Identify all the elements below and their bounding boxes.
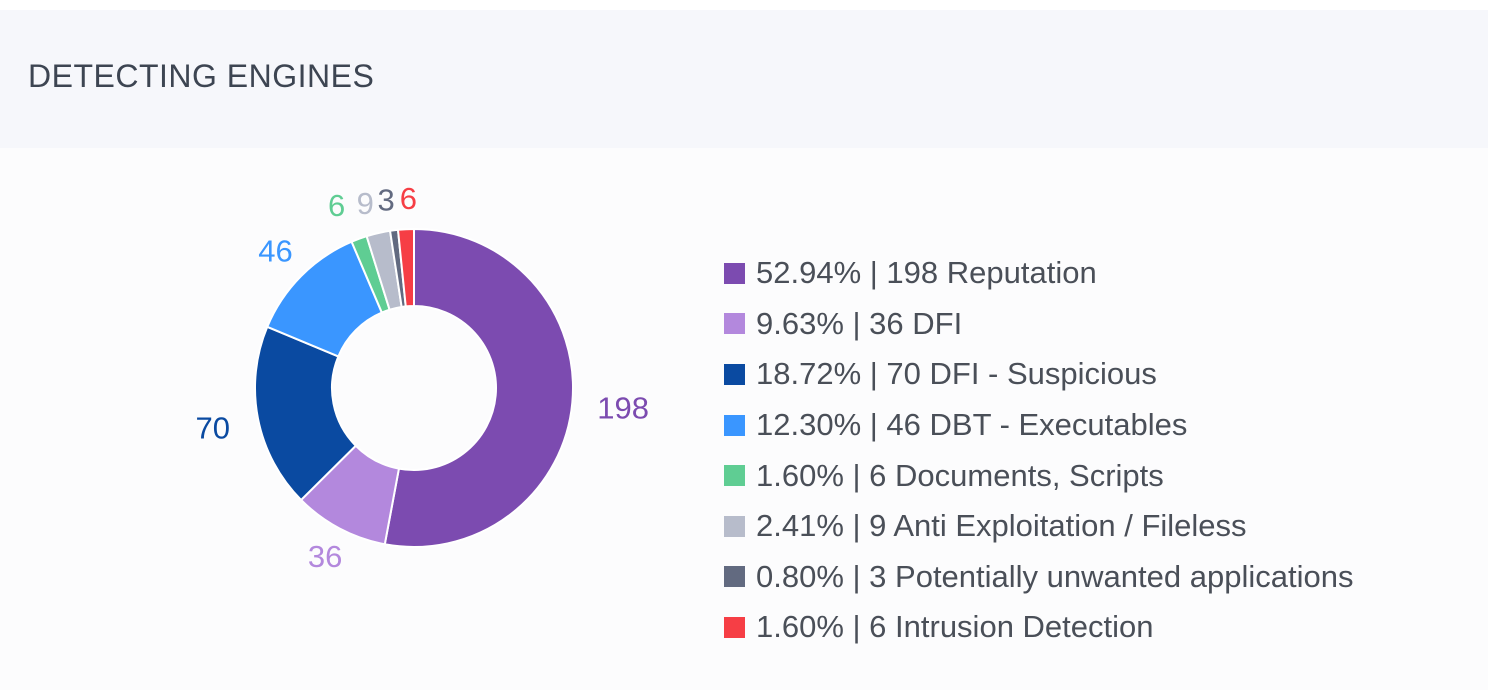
legend-swatch [724,616,745,638]
chart-legend: 52.94% | 198 Reputation 9.63% | 36 DFI 18.… [724,248,1464,653]
legend-item[interactable]: 52.94% | 198 Reputation [724,248,1464,299]
legend-swatch [724,313,745,335]
legend-item[interactable]: 2.41% | 9 Anti Exploitation / Fileless [724,501,1464,552]
slice-label-4: 46 [258,234,292,269]
legend-item[interactable]: 1.60% | 6 Documents, Scripts [724,450,1464,501]
slice-label-6: 9 [357,186,374,221]
donut-slice-1[interactable] [383,227,574,548]
slice-label-7: 3 [377,183,394,218]
legend-item[interactable]: 18.72% | 70 DFI - Suspicious [724,349,1464,400]
legend-label: 1.60% | 6 Documents, Scripts [756,457,1164,493]
legend-label: 52.94% | 198 Reputation [756,255,1097,291]
legend-swatch [724,465,745,487]
legend-label: 2.41% | 9 Anti Exploitation / Fileless [756,508,1247,544]
legend-swatch [724,262,745,284]
legend-label: 0.80% | 3 Potentially unwanted applicati… [756,558,1354,594]
legend-item[interactable]: 12.30% | 46 DBT - Executables [724,400,1464,451]
legend-swatch [724,515,745,537]
legend-label: 12.30% | 46 DBT - Executables [756,407,1188,443]
legend-swatch [724,566,745,588]
slice-label-1: 198 [597,390,649,425]
legend-item[interactable]: 0.80% | 3 Potentially unwanted applicati… [724,552,1464,603]
slice-label-2: 36 [308,539,342,574]
panel-header: DETECTING ENGINES [0,10,1488,148]
panel-title: DETECTING ENGINES [28,58,375,94]
legend-swatch [724,363,745,385]
legend-item[interactable]: 9.63% | 36 DFI [724,299,1464,350]
legend-label: 18.72% | 70 DFI - Suspicious [756,356,1157,392]
legend-swatch [724,414,745,436]
legend-label: 9.63% | 36 DFI [756,305,963,341]
donut-slice-3[interactable] [254,325,358,502]
slice-label-8: 6 [400,181,417,216]
slice-label-5: 6 [328,188,345,223]
legend-label: 1.60% | 6 Intrusion Detection [756,609,1154,645]
legend-item[interactable]: 1.60% | 6 Intrusion Detection [724,602,1464,653]
donut-slice-8[interactable] [396,227,415,308]
slice-label-3: 70 [196,410,230,445]
